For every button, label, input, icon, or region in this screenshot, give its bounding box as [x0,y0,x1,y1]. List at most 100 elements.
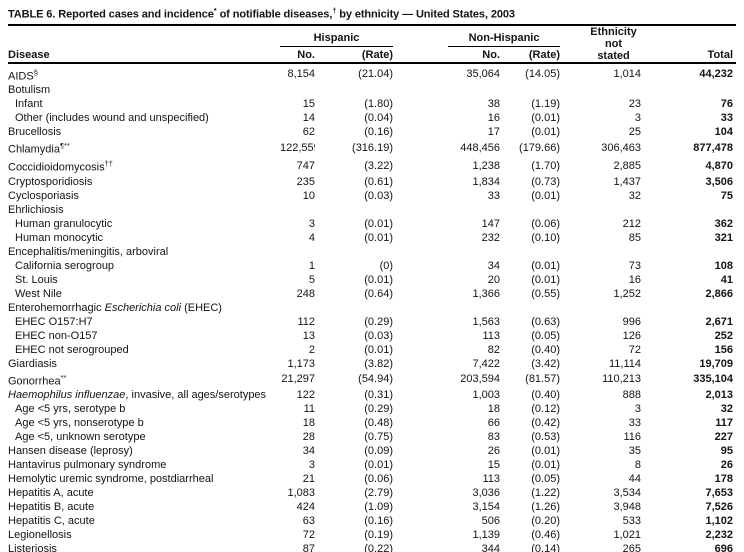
cell-total: 696 [714,543,734,552]
cell-non-hispanic-no: 15 [487,459,501,472]
ethnicity-header-line3: stated [597,49,630,62]
cell-hispanic-rate [315,83,393,97]
disease-name-text: Age <5 yrs, serotype b [15,403,126,416]
column-header-ethnicity-not-stated: Ethnicity not stated [560,26,641,63]
cell-ethnicity-not-stated [560,203,641,217]
group-header-row: Disease Hispanic Non-Hispanic Ethnicity … [8,26,736,62]
disease-name-text: (EHEC) [181,301,222,314]
cell-hispanic-no: 10 [302,189,315,202]
table-row: Human granulocytic 3 (0.01) 147 (0.06) 212 362 [8,217,736,231]
sub-header-row: No. (Rate) No. (Rate) [8,47,736,63]
cell-non-hispanic-rate: (0.06) [531,217,561,230]
cell-non-hispanic-rate: (0.40) [531,343,561,356]
cell-hispanic-rate [315,301,393,315]
table-row: Brucellosis 62 (0.16) 17 (0.01) 25 104 [8,125,736,139]
cell-hispanic-rate: (0.06) [364,473,394,486]
cell-total: 19,709 [699,357,734,370]
cell-disease-name: EHEC non-O157 [8,329,280,343]
cell-total: 33 [720,112,734,125]
disease-name-text: Hepatitis A, acute [8,487,94,500]
cell-hispanic-rate: (3.82) [364,357,394,370]
cell-non-hispanic-rate: (0.73) [531,175,561,188]
cell-total: 1,102 [705,515,734,528]
cell-hispanic-rate: (54.94) [358,373,394,386]
cell-ethnicity-not-stated [560,301,641,315]
cell-total: 227 [714,431,734,444]
cell-non-hispanic-no [393,245,500,259]
cell-hispanic-no: 2 [308,343,315,356]
cell-hispanic-no: 122,559 [280,142,315,155]
cell-hispanic-rate: (1.80) [364,98,394,111]
cell-hispanic-no: 112 [297,315,315,328]
cell-disease-name: Encephalitis/meningitis, arboviral [8,245,280,259]
disease-name-text: Enterohemorrhagic [8,301,105,314]
cell-hispanic-no: 5 [308,273,315,286]
disease-name-text: Human granulocytic [15,217,113,230]
cell-non-hispanic-no: 35,064 [466,68,501,81]
cell-total: 2,232 [705,529,734,542]
cell-non-hispanic-rate: (0.01) [531,189,561,202]
cell-hispanic-no: 1 [308,259,315,272]
cell-total: 7,526 [705,501,734,514]
cell-non-hispanic-rate: (1.70) [531,159,561,172]
disease-header-label: Disease [8,48,50,61]
cell-disease-name: Listeriosis [8,542,280,552]
cell-disease-name: EHEC not serogrouped [8,343,280,357]
group-header-hispanic: Hispanic [280,26,394,47]
cell-hispanic-no: 87 [302,543,315,552]
disease-name-text: St. Louis [15,273,58,286]
cell-total [641,245,736,259]
cell-ethnicity-not-stated: 533 [622,515,642,528]
table-row: EHEC not serogrouped 2 (0.01) 82 (0.40) 72 156 [8,343,736,357]
cell-total: 117 [715,417,734,430]
cell-ethnicity-not-stated: 3 [634,112,642,125]
column-header-non-hispanic-rate: (Rate) [528,48,561,61]
disease-name-text: Giardiasis [8,357,57,370]
cell-ethnicity-not-stated: 306,463 [601,142,642,155]
cell-hispanic-rate: (0.29) [364,403,394,416]
cell-non-hispanic-no: 82 [487,343,501,356]
cell-disease-name: Hemolytic uremic syndrome, postdiarrheal [8,472,280,486]
title-text: TABLE 6. Reported cases and incidence [8,8,214,21]
disease-name-text: Hepatitis C, acute [8,515,95,528]
cell-hispanic-rate: (0.48) [364,417,394,430]
cell-disease-name: Enterohemorrhagic Escherichia coli (EHEC… [8,301,280,315]
cell-total: 877,478 [693,142,734,155]
cell-non-hispanic-no: 1,238 [472,159,501,172]
cell-non-hispanic-rate: (0.01) [531,112,561,125]
cell-ethnicity-not-stated: 212 [622,217,642,230]
cell-ethnicity-not-stated: 1,437 [613,175,642,188]
cell-ethnicity-not-stated: 35 [628,445,642,458]
cell-ethnicity-not-stated: 33 [628,417,642,430]
title-text: of notifiable diseases, [216,8,333,21]
cell-disease-name: Age <5, unknown serotype [8,430,280,444]
cell-non-hispanic-no: 344 [481,543,501,552]
disease-name-text: Age <5, unknown serotype [15,431,146,444]
disease-name-text: Other (includes wound and unspecified) [15,112,209,125]
table-row: EHEC non-O157 13 (0.03) 113 (0.05) 126 252 [8,329,736,343]
disease-name-text: Hepatitis B, acute [8,501,95,514]
cell-hispanic-rate: (0.01) [364,459,394,472]
cell-non-hispanic-no: 1,003 [472,389,501,402]
cell-disease-name: Human monocytic [8,231,280,245]
table-row: EHEC O157:H7 112 (0.29) 1,563 (0.63) 996 2,671 [8,315,736,329]
cell-disease-name: Gonorrhea** [8,371,280,389]
disease-name-text: Human monocytic [15,231,104,244]
ethnicity-header-line1: Ethnicity [590,25,637,38]
cell-hispanic-no: 21,297 [281,373,315,386]
cell-disease-name: Ehrlichiosis [8,203,280,217]
cell-non-hispanic-rate: (0.14) [531,543,561,552]
cell-disease-name: Legionellosis [8,528,280,542]
cell-non-hispanic-no: 34 [487,259,501,272]
cell-hispanic-no [280,245,315,259]
cell-hispanic-rate: (0.16) [364,126,394,139]
cell-disease-name: Hepatitis B, acute [8,500,280,514]
cell-non-hispanic-rate: (0.46) [531,529,561,542]
cell-disease-name: Hepatitis A, acute [8,486,280,500]
cell-hispanic-rate: (0.64) [364,287,394,300]
disease-name-text: Cryptosporidiosis [8,175,93,188]
cell-total: 4,870 [705,159,734,172]
table-row: Age <5, unknown serotype 28 (0.75) 83 (0.53)… [8,430,736,444]
cell-non-hispanic-no: 448,456 [460,142,501,155]
